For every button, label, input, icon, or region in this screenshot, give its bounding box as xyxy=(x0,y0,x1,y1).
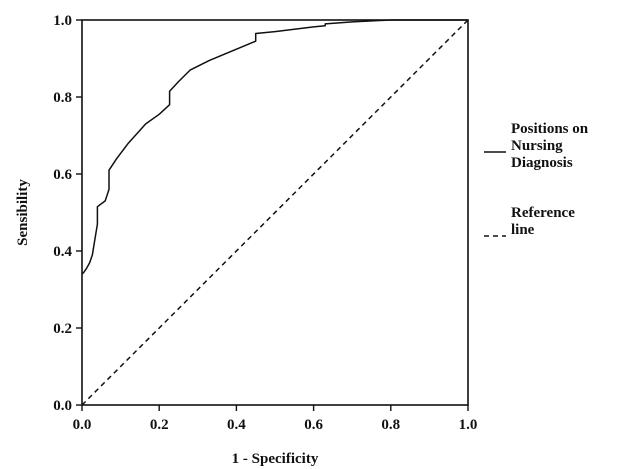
roc-curve-line xyxy=(81,19,468,275)
legend-label: Nursing xyxy=(511,138,563,154)
legend-label: Diagnosis xyxy=(511,155,573,171)
legend-label: line xyxy=(511,222,535,238)
x-tick-label: 0.6 xyxy=(304,417,323,433)
x-tick-label: 0.0 xyxy=(73,417,92,433)
reference-line xyxy=(81,19,469,406)
y-tick-label: 0.4 xyxy=(53,244,72,260)
x-axis-title: 1 - Specificity xyxy=(232,451,319,467)
y-tick-label: 0.0 xyxy=(53,398,72,414)
series-lines xyxy=(81,19,469,406)
y-tick-label: 0.8 xyxy=(53,90,72,106)
y-tick-label: 0.2 xyxy=(53,321,72,337)
y-axis-title: Sensibility xyxy=(15,179,31,246)
x-axis-ticks: 0.0 0.2 0.4 0.6 0.8 1.0 xyxy=(73,405,478,433)
x-tick-label: 0.2 xyxy=(150,417,169,433)
y-tick-label: 0.6 xyxy=(53,167,72,183)
legend-label: Positions on xyxy=(511,121,589,137)
x-tick-label: 0.4 xyxy=(227,417,246,433)
y-axis-ticks: 0.0 0.2 0.4 0.6 0.8 1.0 xyxy=(53,13,82,414)
x-tick-label: 0.8 xyxy=(381,417,400,433)
x-tick-label: 1.0 xyxy=(459,417,478,433)
plot-frame xyxy=(81,19,469,406)
legend-label: Reference xyxy=(511,205,575,221)
y-tick-label: 1.0 xyxy=(53,13,72,29)
